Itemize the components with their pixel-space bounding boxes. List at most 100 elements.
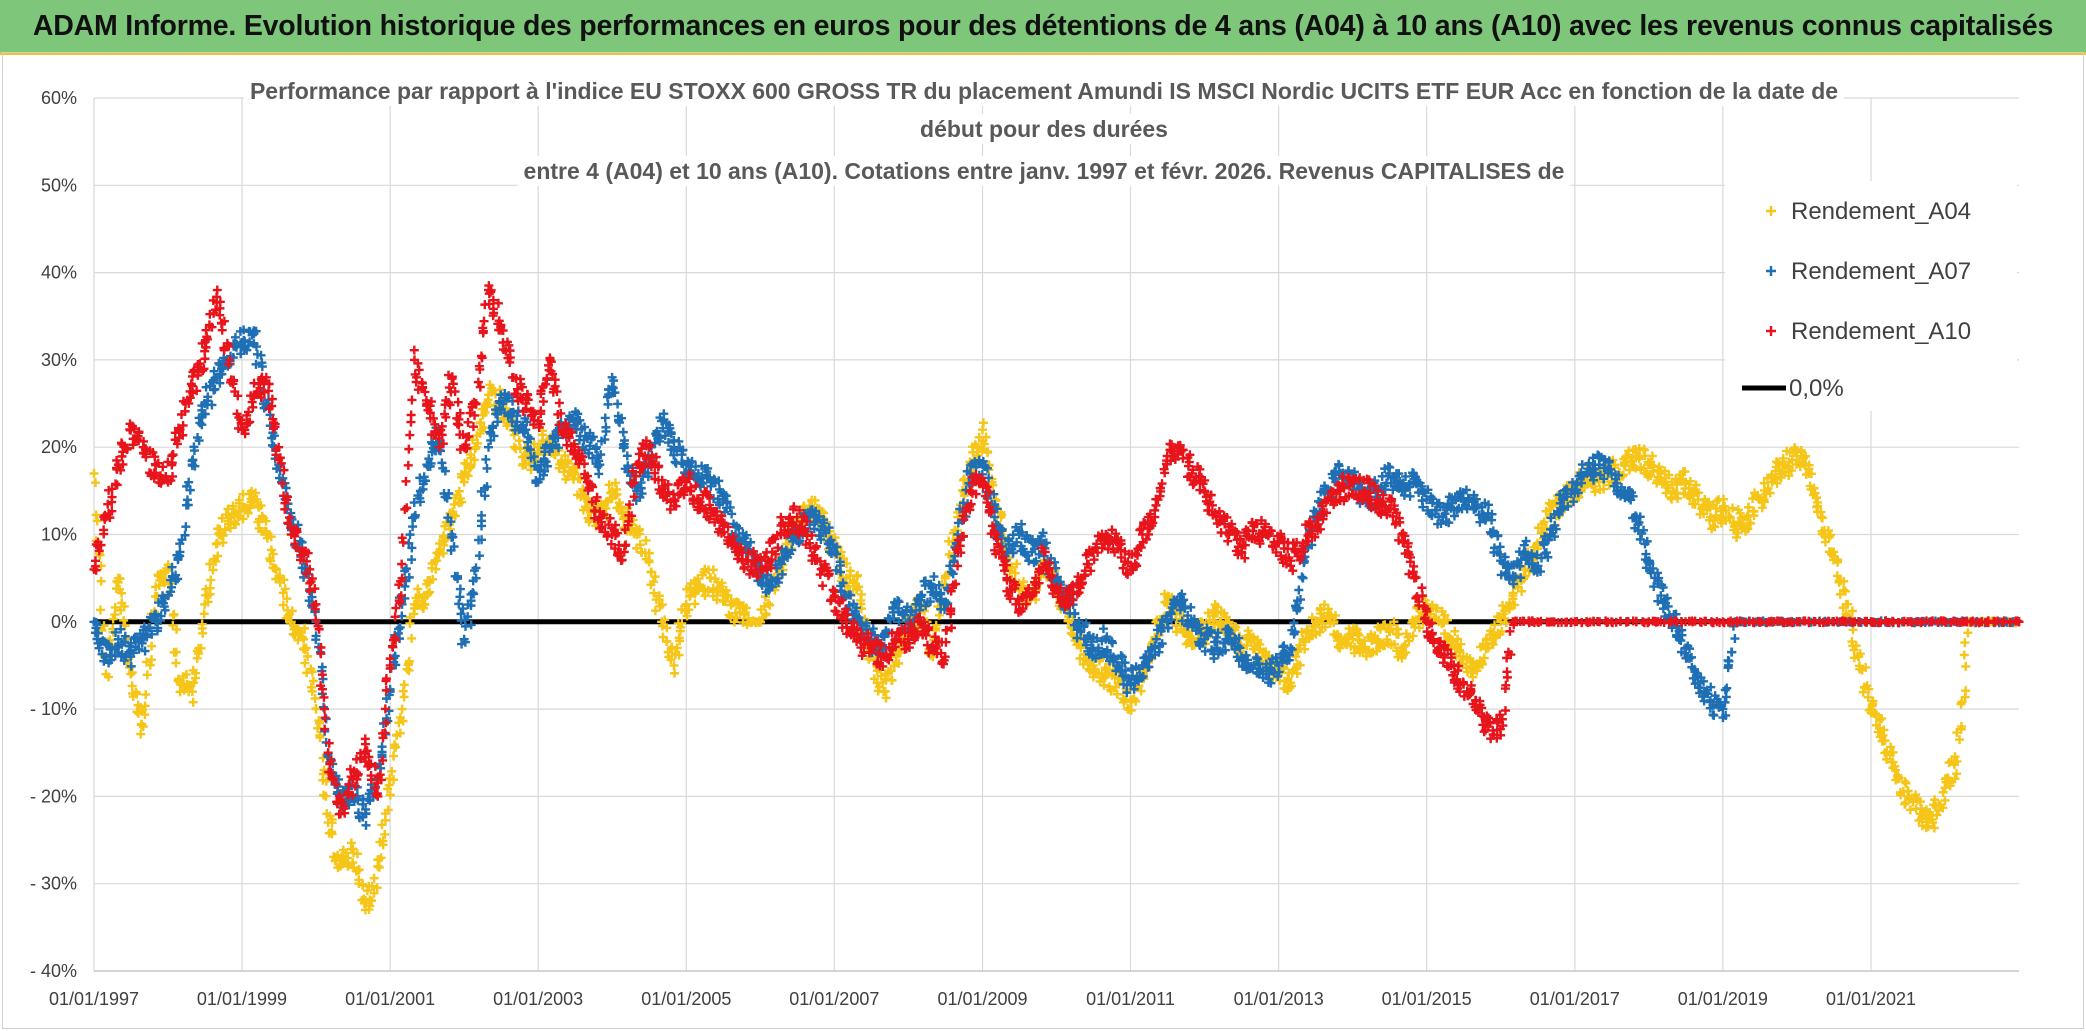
data-point [234,495,244,505]
data-point [181,522,191,532]
data-point [765,600,775,610]
data-point [460,458,470,468]
banner-title: ADAM Informe. Evolution historique des p… [32,9,2054,42]
data-point [1843,599,1853,609]
data-point [672,643,682,653]
data-point [677,618,687,628]
data-point [210,384,220,394]
data-point [438,548,448,558]
data-point [474,551,484,561]
data-point [514,436,524,446]
data-point [245,500,255,510]
data-point [126,661,136,671]
data-point [457,497,467,507]
data-point [278,600,288,610]
data-point [117,588,127,598]
data-point [601,503,611,513]
data-point [116,624,126,634]
data-point [1408,631,1418,641]
data-point [1315,627,1325,637]
data-point [1858,687,1868,697]
data-point [783,539,793,549]
data-point [468,588,478,598]
data-point [119,615,129,625]
data-point [1292,668,1302,678]
data-point [1745,519,1755,529]
data-point [327,818,337,828]
data-point [266,545,276,555]
data-point [1654,462,1664,472]
data-point [300,658,310,668]
data-point [369,873,379,883]
data-point [159,602,169,612]
data-point [1627,456,1637,466]
data-point [398,537,408,547]
data-point [1285,683,1295,693]
data-point [1203,608,1213,618]
series-Rendement_A04 [89,380,2024,915]
data-point [1209,619,1219,629]
data-point [167,562,177,572]
data-point [852,571,862,581]
data-point [1186,602,1196,612]
data-point [1680,467,1690,477]
data-point [1938,803,1948,813]
data-point [397,704,407,714]
data-point [476,351,486,361]
data-point [321,791,331,801]
data-point [978,418,988,428]
data-point [167,582,177,592]
data-point [509,442,519,452]
scatter-chart: Performance par rapport à l'indice EU ST… [30,76,2024,1009]
data-point [666,655,676,665]
gridlines [93,97,2019,972]
data-point [1759,497,1769,507]
data-point [478,328,488,338]
data-point [175,551,185,561]
data-point [1728,503,1737,513]
data-point [1414,623,1424,633]
data-point [894,658,904,668]
data-point [983,448,993,458]
data-point [295,627,305,637]
data-point [1648,466,1658,476]
data-point [308,676,318,686]
data-point [432,556,442,566]
data-point [988,480,998,490]
data-point [147,629,157,639]
data-point [372,883,382,893]
data-point [1864,684,1874,694]
data-point [225,523,235,533]
data-point [477,521,487,531]
data-point [582,493,592,503]
data-point [223,504,233,514]
data-point [1708,521,1718,531]
data-point [1455,647,1465,657]
data-point [1829,547,1839,557]
data-point [1129,694,1139,704]
data-point [184,477,194,487]
data-point [607,486,617,496]
data-point [1890,765,1900,775]
data-point [352,849,362,859]
data-point [450,511,460,521]
data-point [1590,487,1600,497]
data-point [320,704,330,714]
data-point [282,594,292,604]
data-point [614,498,624,508]
data-point [303,651,313,661]
data-point [389,775,399,785]
data-point [1839,585,1849,595]
data-point [1839,576,1849,586]
data-point [886,666,896,676]
data-point [1773,458,1783,468]
data-point [563,456,573,466]
data-point [1361,651,1371,661]
data-point [1724,511,1734,521]
data-point [383,805,393,815]
data-point [1940,783,1950,793]
data-point [979,439,989,449]
data-point [1929,823,1939,833]
data-point [650,572,660,582]
data-point [981,432,991,442]
